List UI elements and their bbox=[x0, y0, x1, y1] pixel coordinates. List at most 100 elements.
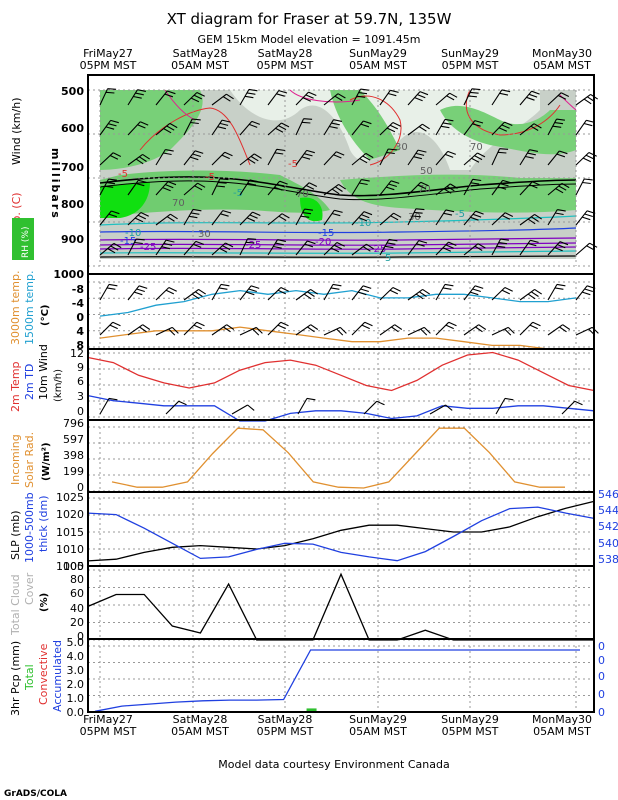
y-label-10m-wind: 10m Wind bbox=[37, 344, 50, 400]
y-axis-ticks: 0 3 6 9 12 bbox=[70, 347, 84, 418]
y-tick-label: 199 bbox=[63, 465, 84, 478]
wind-barb bbox=[351, 179, 370, 196]
wind-barb bbox=[407, 181, 429, 196]
time-label-time: 05PM MST bbox=[80, 725, 137, 738]
wind-barb bbox=[211, 283, 230, 301]
rh-green-region bbox=[440, 105, 576, 155]
y-label-accumulated: Accumulated bbox=[51, 640, 64, 712]
wind-barb bbox=[155, 122, 178, 136]
wind-barb bbox=[379, 122, 401, 136]
time-label-time: 05PM MST bbox=[257, 725, 314, 738]
series-1500m-temp bbox=[99, 289, 577, 317]
wind-barb bbox=[561, 400, 583, 415]
y-label-1500m: 1500m temp. bbox=[23, 271, 36, 345]
y-axis-ticks-right: 538 540 542 544 546 bbox=[598, 488, 618, 566]
wind-barb bbox=[435, 118, 454, 136]
contour-label: 30 bbox=[408, 212, 421, 223]
contour-label: -10 bbox=[125, 228, 141, 239]
y-label-thickness: 1000-500mb bbox=[23, 492, 36, 563]
y-tick-label: 1025 bbox=[56, 491, 84, 504]
y-tick-label: 100 bbox=[63, 560, 84, 573]
wind-barb bbox=[547, 150, 568, 166]
y-axis-ticks: 1005 1010 1015 1020 1025 bbox=[56, 491, 84, 573]
wind-barb bbox=[295, 240, 316, 256]
time-label-day: MonMay30 bbox=[532, 47, 592, 60]
wind-barb bbox=[519, 213, 543, 226]
wind-barb bbox=[435, 241, 457, 256]
wind-barb bbox=[351, 120, 372, 136]
wind-barb bbox=[491, 287, 513, 301]
y-tick-label: -8 bbox=[72, 283, 84, 296]
wind-barb bbox=[155, 213, 178, 226]
contour-label: -10 bbox=[355, 218, 371, 229]
isotherm-red bbox=[349, 95, 402, 166]
wind-barb bbox=[155, 287, 177, 301]
panel-surface: 0 3 6 9 12 2m Temp 2m TD 10m Wind (km/h) bbox=[9, 344, 595, 422]
y-tick-label-right: 0 bbox=[598, 706, 605, 719]
y-tick-label: 1.0 bbox=[67, 692, 85, 705]
wind-barb bbox=[323, 183, 347, 196]
y-tick-label: 8 bbox=[76, 339, 84, 352]
wind-barb bbox=[239, 211, 261, 226]
y-tick-label: 597 bbox=[63, 433, 84, 446]
wind-barb bbox=[351, 285, 372, 301]
panel-frame bbox=[87, 638, 595, 713]
time-label-time: 05AM MST bbox=[533, 725, 591, 738]
isotherm-magenta bbox=[289, 89, 361, 103]
y-label-total: Total bbox=[23, 664, 36, 691]
y-tick-label: 40 bbox=[70, 602, 84, 615]
panel-precip: 0.0 1.0 2.0 3.0 4.0 5.0 0 0 0 0 0 3hr Pc… bbox=[9, 636, 605, 719]
y-axis-labels: Wind (km/h) Temp. (C) millibars RH (%) bbox=[10, 98, 62, 260]
wind-barb bbox=[165, 400, 187, 415]
wind-barb bbox=[429, 404, 453, 415]
isotherm-blue bbox=[99, 227, 577, 234]
wind-barb bbox=[183, 92, 205, 106]
wind-barb bbox=[547, 209, 566, 226]
time-labels-top: FriMay27 05PM MST SatMay28 05AM MST SatM… bbox=[80, 47, 592, 72]
wind-barb bbox=[99, 88, 117, 106]
wind-barb bbox=[351, 152, 374, 166]
isotherm-line bbox=[99, 180, 577, 201]
wind-barb bbox=[463, 324, 487, 336]
isotherm-red bbox=[139, 107, 251, 166]
time-label-day: FriMay27 bbox=[83, 47, 133, 60]
series-lines bbox=[87, 351, 595, 422]
wind-barb bbox=[323, 283, 342, 301]
wind-barb bbox=[379, 212, 402, 226]
isotherm-purple bbox=[99, 237, 577, 241]
wind-barb bbox=[491, 121, 513, 136]
wind-barb bbox=[239, 326, 263, 336]
wind-barb bbox=[295, 288, 319, 301]
panel-frame bbox=[87, 491, 595, 567]
wind-barb bbox=[239, 88, 258, 106]
y-axis-ticks: 0.0 1.0 2.0 3.0 4.0 5.0 bbox=[67, 636, 85, 719]
y-tick-label: 2.0 bbox=[67, 678, 85, 691]
y-tick-label: 12 bbox=[70, 347, 84, 360]
wind-barb bbox=[99, 152, 122, 166]
panel-grid bbox=[88, 426, 594, 492]
wind-barb bbox=[239, 285, 260, 301]
series-accumulated bbox=[94, 649, 580, 712]
wind-barb bbox=[267, 122, 290, 136]
wind-barb bbox=[267, 239, 287, 256]
y-tick-label: 1015 bbox=[56, 526, 84, 539]
wind-barb bbox=[519, 321, 541, 336]
wind-barb bbox=[363, 400, 385, 415]
series-lines bbox=[87, 500, 595, 562]
wind-barb bbox=[211, 178, 229, 196]
wind-barb bbox=[99, 321, 121, 336]
wind-barb bbox=[491, 212, 514, 226]
wind-barb bbox=[351, 88, 369, 106]
wind-barb bbox=[239, 238, 257, 256]
wind-barb bbox=[127, 153, 151, 166]
isotherm-cyan bbox=[99, 250, 577, 254]
wind-barb bbox=[231, 404, 255, 415]
y-label-convective: Convective bbox=[37, 643, 50, 705]
wind-barb bbox=[463, 88, 481, 106]
wind-barb bbox=[295, 118, 313, 136]
panel-frame bbox=[87, 565, 595, 640]
wind-barb bbox=[435, 321, 457, 336]
y-label-unit: (°C) bbox=[40, 305, 51, 326]
wind-barb bbox=[239, 179, 259, 196]
wind-barb bbox=[183, 118, 201, 136]
